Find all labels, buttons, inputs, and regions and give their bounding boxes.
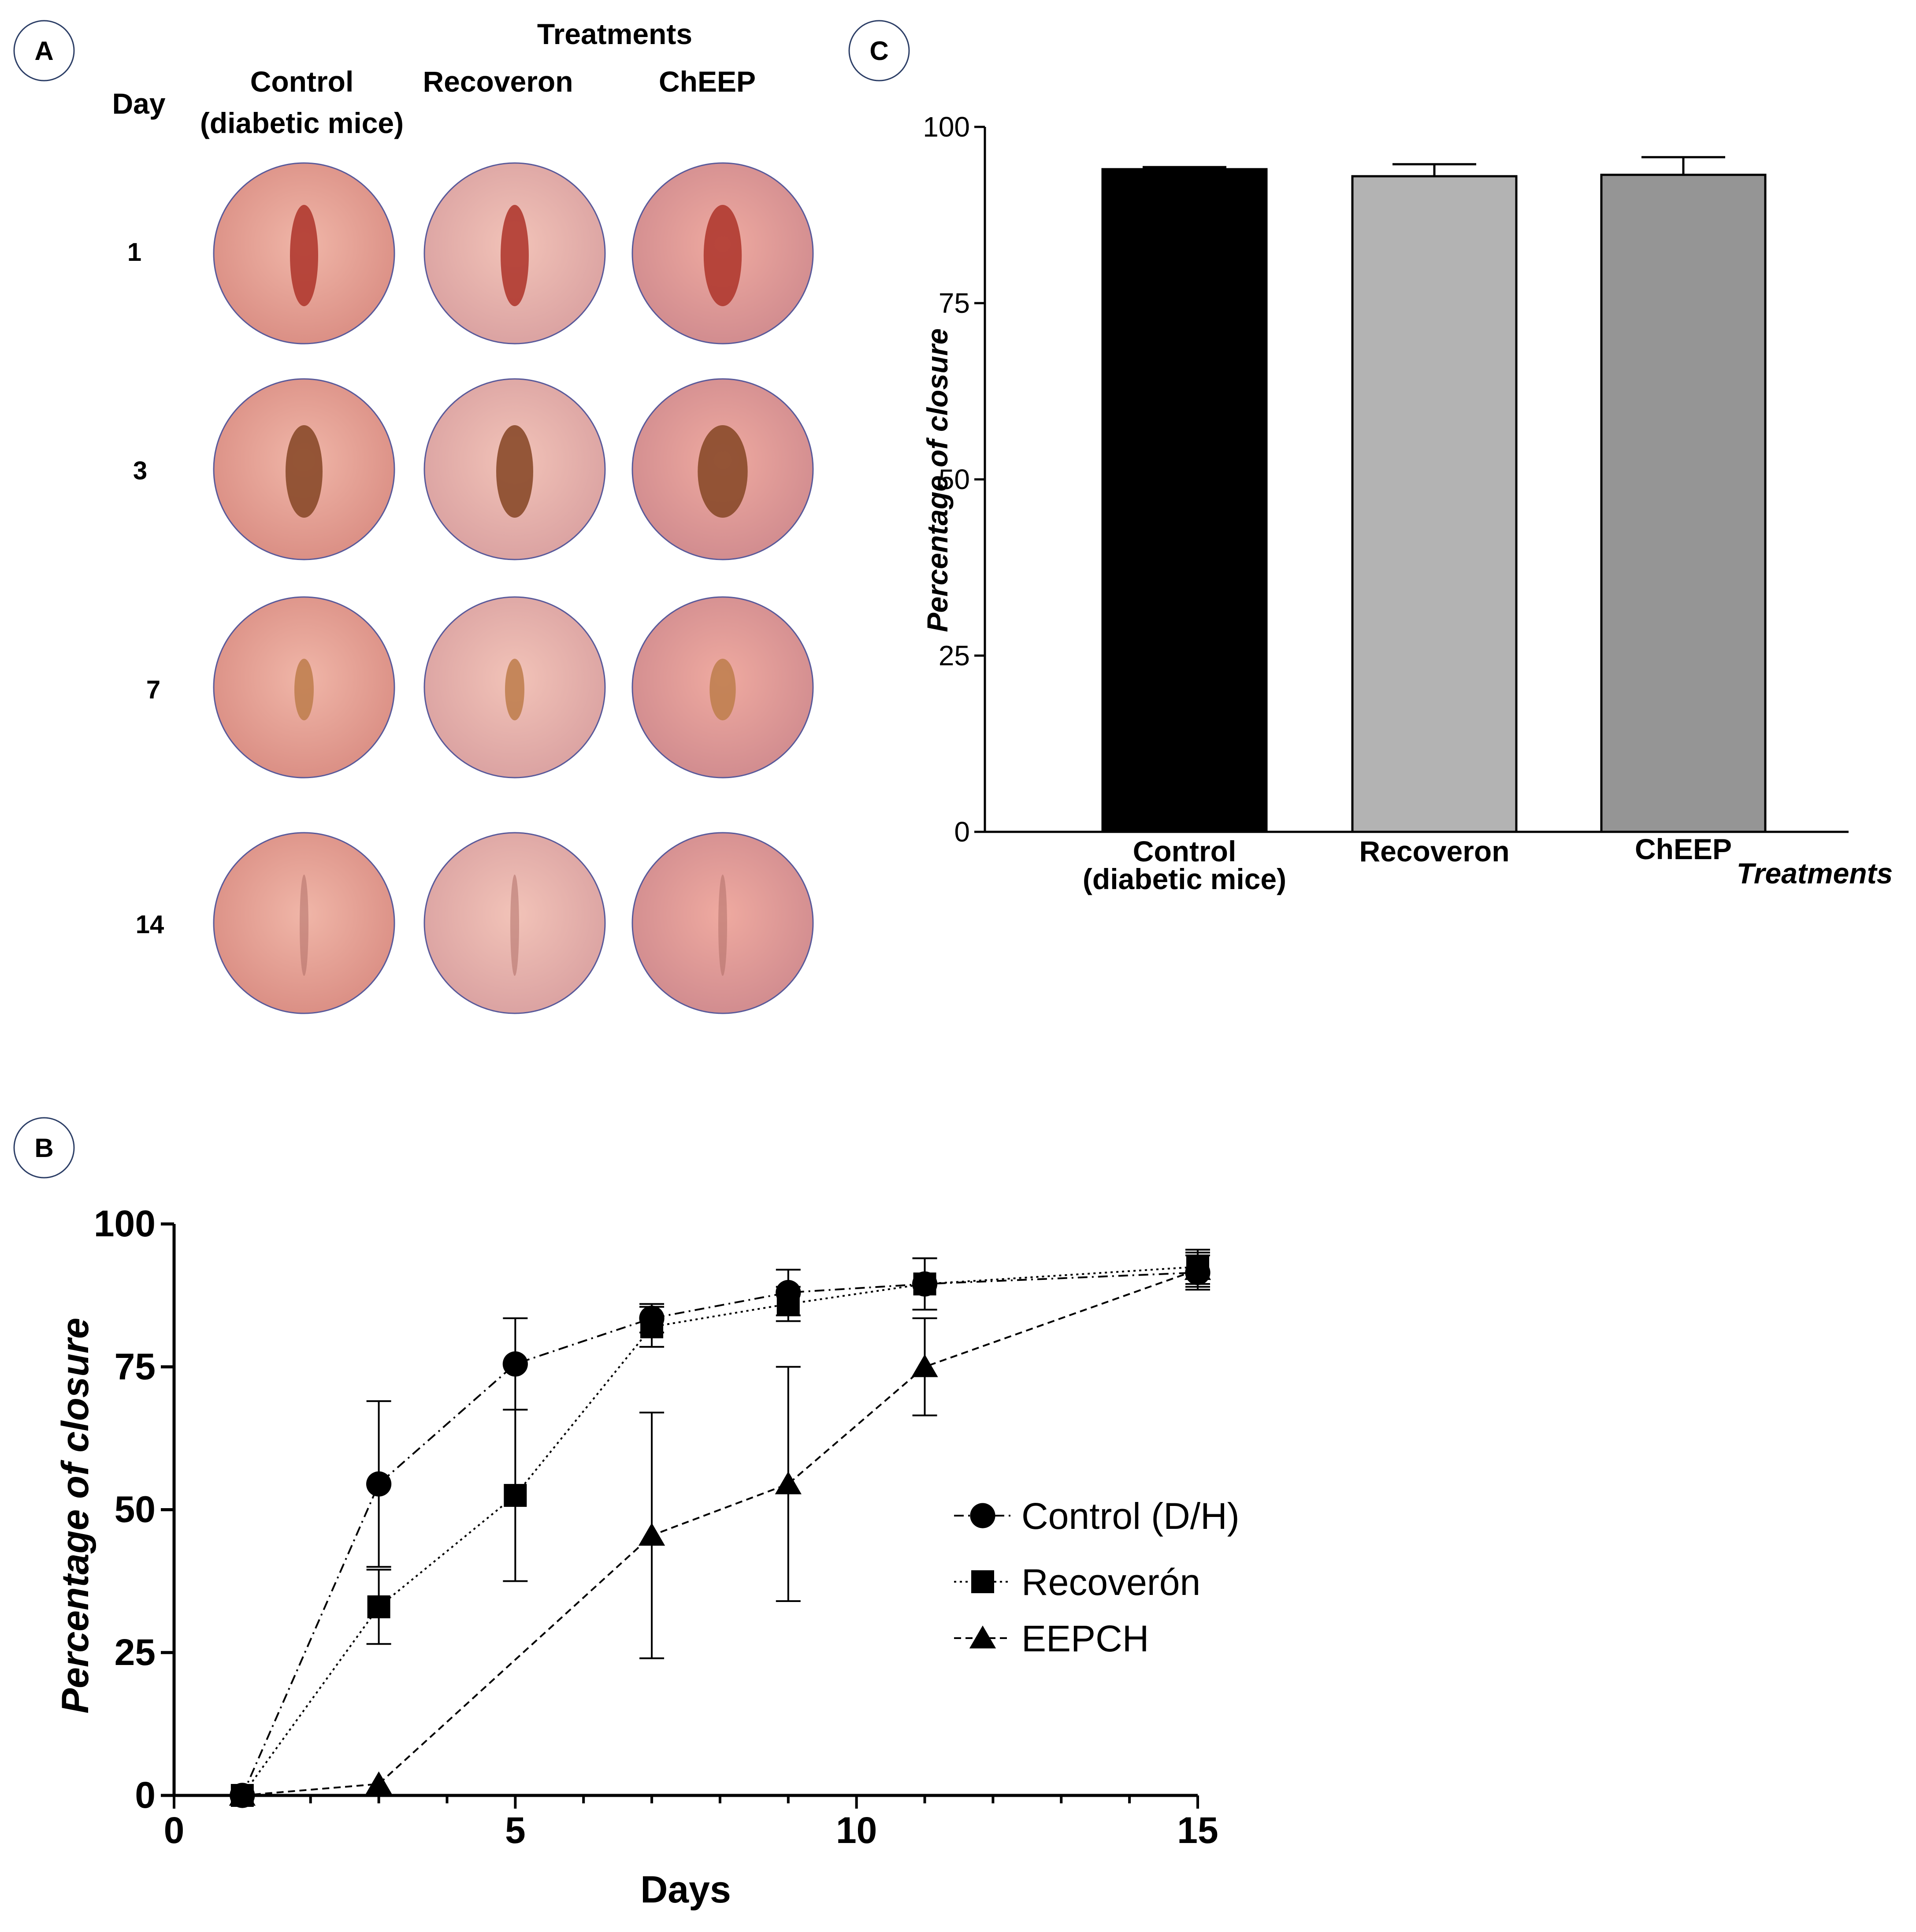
- data-point-triangle: [775, 1471, 802, 1494]
- bar-chart-ytick-label: 75: [939, 287, 970, 319]
- data-point-square: [640, 1315, 664, 1339]
- line-chart-xlabel: Days: [640, 1869, 731, 1911]
- line-chart-ytick-label: 100: [94, 1203, 156, 1244]
- bar-category-label-recoveron: Recoveron: [1359, 835, 1509, 868]
- bar-chart-ytick-label: 0: [954, 816, 970, 848]
- panel-b-badge-circle: [13, 1117, 75, 1179]
- day-label-7: 7: [146, 675, 160, 704]
- day-label-14: 14: [136, 910, 164, 939]
- column-header-recoveron: Recoveron: [423, 65, 573, 98]
- line-chart-xtick-label: 5: [505, 1810, 526, 1851]
- wound-photo-day7-recoveron-wound: [505, 659, 524, 720]
- data-point-square: [504, 1484, 527, 1507]
- wound-photo-day3-cheep-wound: [698, 425, 748, 518]
- bar-chart-ytick-label: 100: [923, 111, 970, 143]
- line-chart-ylabel: Percentage of closure: [54, 1318, 97, 1714]
- day-label-3: 3: [133, 456, 147, 485]
- line-chart-ytick-label: 0: [135, 1774, 156, 1816]
- wound-photo-day3-recoveron-wound: [496, 425, 533, 518]
- legend-marker-square: [971, 1570, 994, 1593]
- panel-b-badge: B: [34, 1133, 53, 1163]
- bar-1: [1101, 168, 1268, 833]
- data-point-triangle: [911, 1354, 938, 1377]
- line-chart-xtick-label: 0: [164, 1810, 185, 1851]
- line-chart-xtick-label: 10: [836, 1810, 877, 1851]
- legend-marker-triangle: [969, 1625, 996, 1649]
- legend-label-triangle: EEPCH: [1021, 1618, 1149, 1659]
- line-chart-ytick-label: 25: [115, 1632, 156, 1673]
- line-chart-xtick-label: 15: [1177, 1810, 1218, 1851]
- panel-c-badge-circle: [848, 20, 910, 82]
- data-point-square: [913, 1272, 936, 1296]
- day-header: Day: [112, 87, 165, 120]
- wound-photo-day7-cheep-wound: [709, 659, 736, 720]
- panel-c-badge: C: [869, 36, 888, 66]
- data-point-circle: [502, 1351, 528, 1377]
- data-point-triangle: [229, 1783, 256, 1806]
- data-point-circle: [366, 1471, 392, 1497]
- line-chart-series: [229, 1249, 1211, 1808]
- wound-photo-day7-control-wound: [294, 659, 314, 720]
- wound-photo-day1-control-wound: [290, 205, 318, 306]
- treatments-header: Treatments: [537, 18, 692, 50]
- bar-category-label-cheep: ChEEP: [1635, 833, 1732, 865]
- legend-marker-circle: [970, 1503, 995, 1528]
- wound-photo-day14-control-wound: [300, 875, 308, 976]
- column-header-control-sub: (diabetic mice): [200, 107, 404, 139]
- bar-chart-ylabel: Percentage of closure: [921, 328, 954, 632]
- line-chart-legend: Control (D/H) Recoverón EEPCH: [954, 1495, 1240, 1659]
- panel-c: C Percentage of closure Treatments 0 25 50…: [848, 20, 1893, 895]
- bar-chart-ytick-label: 50: [939, 464, 970, 495]
- wound-photo-day14-recoveron-wound: [510, 875, 519, 976]
- wound-photo-day3-control-wound: [286, 425, 323, 518]
- wound-photo-grid: [213, 162, 814, 1014]
- column-header-cheep: ChEEP: [659, 65, 756, 98]
- bar-chart-marks: [1101, 156, 1767, 833]
- bar-3: [1600, 174, 1767, 833]
- bar-category-label-control-sub: (diabetic mice): [1083, 863, 1286, 895]
- wound-photo-day1-cheep-wound: [703, 205, 742, 306]
- data-point-triangle: [1184, 1257, 1211, 1280]
- data-point-triangle: [638, 1523, 665, 1546]
- bar-chart-xlabel: Treatments: [1737, 857, 1893, 890]
- wound-photo-day1-recoveron-wound: [501, 205, 529, 306]
- data-point-square: [367, 1595, 390, 1618]
- panel-a: A Treatments Day Control (diabetic mice)…: [13, 18, 814, 1014]
- wound-photo-day14-cheep-wound: [718, 875, 727, 976]
- day-label-1: 1: [127, 238, 141, 267]
- data-point-square: [776, 1292, 800, 1316]
- panel-a-badge: A: [34, 36, 53, 66]
- bar-category-label-control: Control: [1133, 835, 1236, 868]
- series-line-triangle: [242, 1268, 1198, 1796]
- panel-b: B Percentage of closure Days 02550751000…: [13, 1117, 1240, 1911]
- legend-label-square: Recoverón: [1021, 1561, 1200, 1603]
- panel-a-badge-circle: [13, 20, 75, 82]
- column-header-control: Control: [250, 65, 354, 98]
- bar-2: [1351, 175, 1518, 833]
- bar-chart-ytick-label: 25: [939, 640, 970, 671]
- line-chart-ytick-label: 50: [115, 1489, 156, 1530]
- bar-chart-ticks: 0 25 50 75 100: [923, 111, 985, 848]
- data-point-triangle: [365, 1771, 392, 1795]
- line-chart-ytick-label: 75: [115, 1346, 156, 1387]
- legend-label-circle: Control (D/H): [1021, 1495, 1240, 1537]
- line-chart-ticks: 0 25 50 75 100 0 5 10 15: [94, 1203, 1218, 1851]
